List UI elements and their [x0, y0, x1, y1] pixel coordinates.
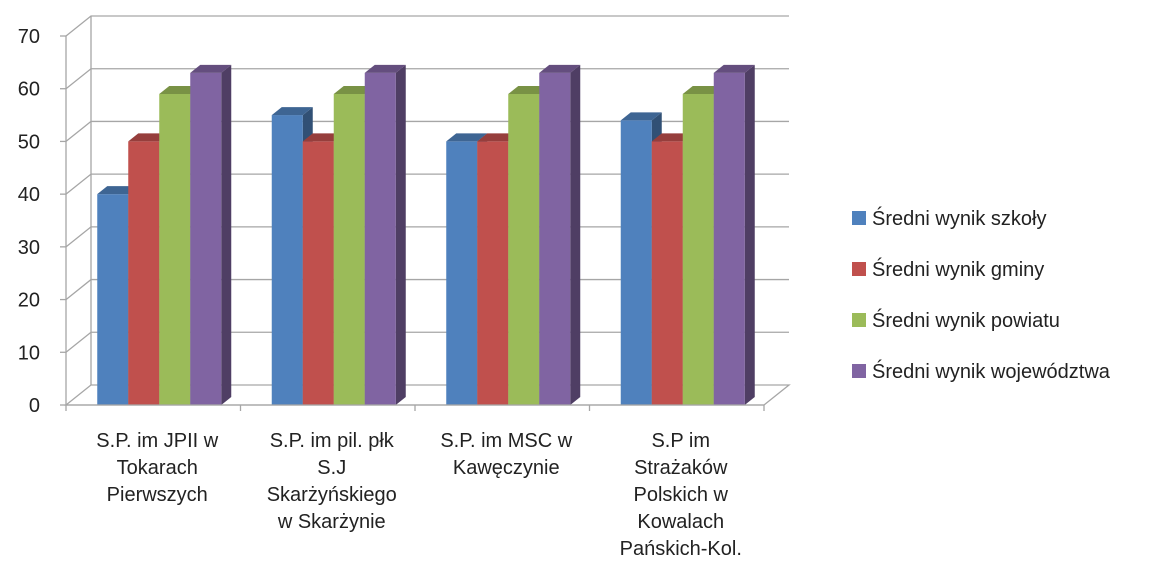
bar	[97, 194, 129, 405]
bar	[364, 72, 396, 406]
bar	[190, 72, 222, 406]
bar-top	[539, 64, 581, 73]
bar	[477, 141, 509, 405]
x-tick-label-line: S.P im	[651, 430, 710, 452]
bar-top	[620, 112, 662, 121]
y-tick-label: 50	[18, 131, 40, 153]
y-tick-label: 60	[18, 79, 40, 101]
legend-label: Średni wynik gminy	[872, 257, 1044, 281]
bar-top	[682, 85, 724, 94]
x-tick-label-line: Kawęczynie	[453, 457, 560, 479]
bar	[651, 141, 683, 405]
bar	[713, 72, 745, 406]
x-tick-label-line: S.P. im pil. płk	[270, 430, 395, 452]
legend-swatch	[852, 211, 866, 225]
y-axis-ticks: 0 10 20 30 40 50 60 70	[18, 26, 66, 417]
x-tick-label-line: S.P. im MSC w	[440, 430, 572, 452]
bar-top	[446, 133, 488, 142]
bar-top	[97, 186, 139, 195]
x-tick-label: S.P. im MSC w Kawęczynie	[440, 430, 572, 479]
bar	[128, 141, 160, 405]
bar-side	[221, 64, 232, 406]
legend-swatch	[852, 313, 866, 327]
y-tick-label: 30	[18, 237, 40, 259]
legend-label: Średni wynik województwa	[872, 359, 1111, 383]
bar-top	[333, 85, 375, 94]
bar	[446, 141, 478, 405]
bar-top	[713, 64, 755, 73]
bar-top	[159, 85, 201, 94]
legend-label: Średni wynik powiatu	[872, 308, 1060, 332]
bar-top	[190, 64, 232, 73]
x-tick-label-line: Skarżyńskiego	[267, 484, 397, 506]
legend: Średni wynik szkoły Średni wynik gminy Śre…	[852, 206, 1111, 383]
bar-top	[651, 133, 693, 142]
y-tick-label: 10	[18, 342, 40, 364]
legend-label: Średni wynik szkoły	[872, 206, 1047, 230]
x-tick-label: S.P im Strażaków Polskich w Kowalach Pańskic…	[620, 430, 742, 560]
bar	[508, 93, 540, 405]
bar-top	[302, 133, 344, 142]
x-tick-label-line: S.J	[317, 457, 346, 479]
y-tick-label: 40	[18, 184, 40, 206]
bar-top	[271, 107, 313, 116]
bar	[302, 141, 334, 405]
bar-side	[570, 64, 581, 406]
bar	[333, 93, 365, 405]
legend-swatch	[852, 262, 866, 276]
x-tick-label: S.P. im JPII w Tokarach Pierwszych	[96, 430, 218, 506]
bar-top	[508, 85, 550, 94]
bar-side	[744, 64, 755, 406]
bar	[271, 115, 303, 406]
bar-top	[128, 133, 170, 142]
bar	[159, 93, 191, 405]
back-wall	[91, 16, 789, 385]
chart-walls	[64, 16, 791, 406]
bar-side	[395, 64, 406, 406]
y-tick-label: 20	[18, 290, 40, 312]
bar	[682, 93, 714, 405]
x-tick-label-line: Tokarach	[117, 457, 198, 479]
bar-top	[477, 133, 519, 142]
bar-top	[364, 64, 406, 73]
x-tick-label-line: Polskich w	[634, 484, 729, 506]
x-tick-label-line: Pierwszych	[107, 484, 208, 506]
x-tick-label-line: Pańskich-Kol.	[620, 538, 742, 560]
x-tick-label-line: Strażaków	[634, 457, 728, 479]
x-tick-label-line: w Skarżynie	[277, 511, 386, 533]
bar	[620, 120, 652, 405]
x-tick-label-line: S.P. im JPII w	[96, 430, 218, 452]
y-tick-label: 0	[29, 395, 40, 417]
legend-swatch	[852, 364, 866, 378]
x-tick-label-line: Kowalach	[637, 511, 724, 533]
y-tick-label: 70	[18, 26, 40, 48]
bar	[539, 72, 571, 406]
x-tick-label: S.P. im pil. płk S.J Skarżyńskiego w Skarży…	[267, 430, 397, 533]
bars	[97, 64, 755, 406]
